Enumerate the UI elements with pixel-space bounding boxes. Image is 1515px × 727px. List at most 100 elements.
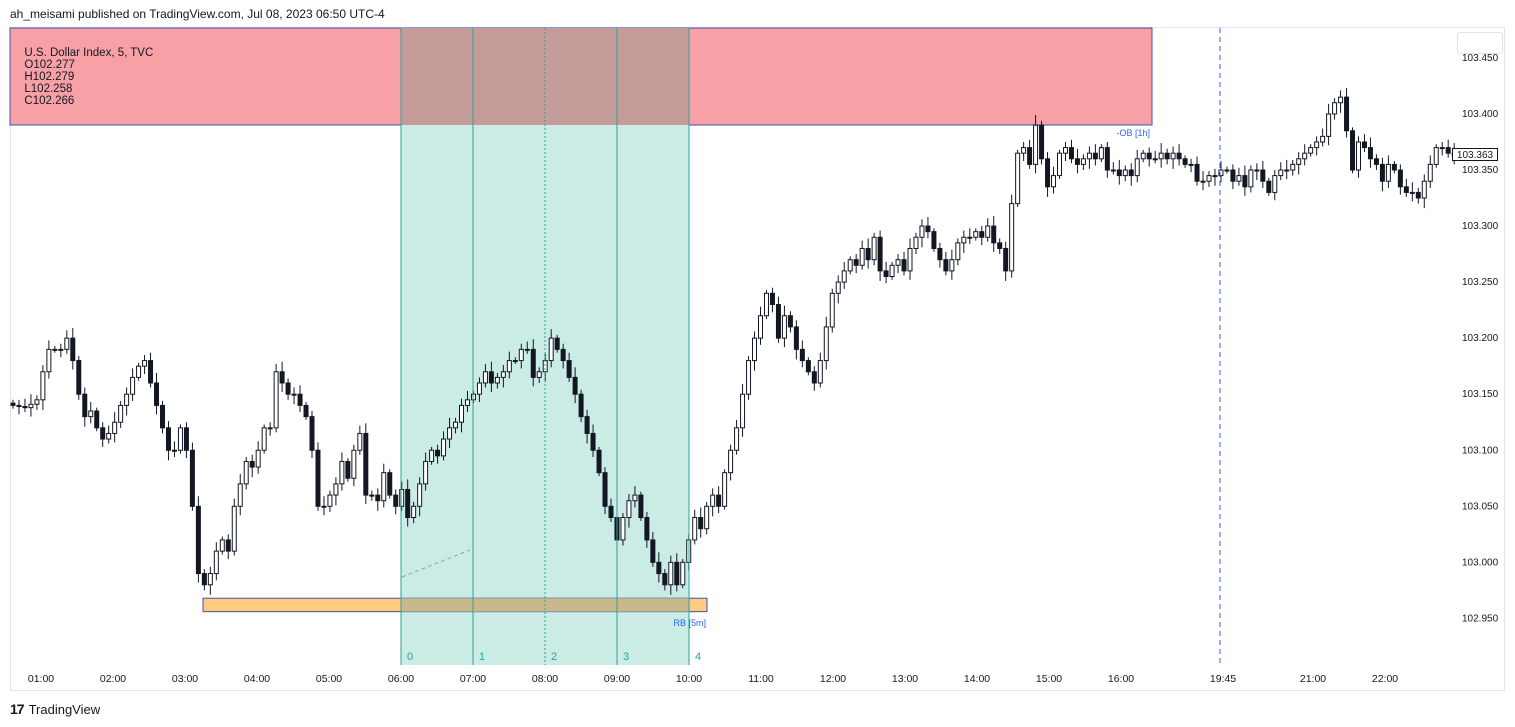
candle-body: [177, 427, 183, 451]
candle-body: [1403, 186, 1409, 193]
candle-body: [1098, 147, 1104, 160]
candle-body: [1254, 169, 1260, 172]
candle-body: [572, 376, 578, 395]
candle-body: [997, 242, 1003, 249]
x-tick-label: 14:00: [964, 673, 990, 685]
candle-body: [76, 360, 82, 395]
candle-body: [291, 393, 297, 396]
candle-body: [1445, 147, 1451, 154]
candle-body: [279, 371, 285, 384]
candle-body: [1260, 169, 1266, 182]
candle-body: [387, 472, 393, 496]
candle-body: [1248, 169, 1254, 188]
candle-body: [1439, 147, 1445, 150]
candle-body: [799, 348, 805, 362]
x-tick-label: 13:00: [892, 673, 918, 685]
candle-body: [793, 326, 799, 350]
candle-body: [1188, 163, 1194, 166]
candle-body: [566, 360, 572, 378]
candle-body: [632, 494, 638, 502]
candle-body: [411, 505, 417, 519]
candle-body: [1409, 191, 1415, 194]
candle-body: [554, 337, 560, 350]
candle-body: [1194, 163, 1200, 182]
y-tick-label: 102.950: [1462, 613, 1499, 624]
candle-body: [435, 449, 441, 457]
candle-body: [1218, 169, 1224, 177]
candle-body: [1314, 141, 1320, 149]
lines-layer: [400, 28, 1221, 665]
candle-body: [1021, 147, 1027, 154]
candle-body: [1284, 169, 1290, 172]
candle-body: [560, 348, 566, 362]
legend-close: C102.266: [24, 95, 75, 107]
x-tick-label: 02:00: [100, 673, 126, 685]
ob-label: -OB [1h]: [1116, 128, 1150, 138]
candle-body: [285, 382, 291, 395]
candle-body: [100, 427, 106, 440]
candle-body: [847, 259, 853, 272]
candle-body: [1086, 152, 1092, 160]
candle-body: [219, 539, 225, 552]
candle-body: [518, 348, 524, 362]
candle-body: [1009, 203, 1015, 272]
candle-body: [447, 427, 453, 440]
candle-body: [985, 225, 991, 238]
candles-layer: [10, 88, 1457, 595]
candle-body: [775, 304, 781, 339]
candle-body: [931, 231, 937, 249]
candle-body: [512, 360, 518, 363]
x-tick-label: 21:00: [1300, 673, 1326, 685]
candle-body: [590, 432, 596, 451]
candle-body: [154, 382, 160, 406]
candle-body: [321, 505, 327, 508]
candle-body: [787, 315, 793, 328]
candle-body: [1062, 147, 1068, 154]
candle-body: [1266, 180, 1272, 193]
candle-body: [1110, 169, 1116, 172]
candle-body: [506, 360, 512, 373]
candle-body: [273, 371, 279, 429]
candle-body: [297, 393, 303, 406]
candle-body: [423, 460, 429, 485]
candle-body: [255, 449, 261, 468]
candle-body: [1158, 152, 1164, 160]
candle-body: [758, 315, 763, 339]
candle-body: [112, 421, 118, 434]
candle-body: [734, 427, 740, 451]
candle-body: [405, 488, 411, 519]
candle-body: [1074, 158, 1080, 165]
y-tick-label: 103.050: [1462, 501, 1499, 512]
candle-body: [883, 270, 889, 277]
candle-body: [626, 500, 632, 519]
x-tick-label: 06:00: [388, 673, 414, 685]
candle-body: [608, 505, 614, 519]
zones-layer: [9, 27, 1153, 665]
candle-body: [1068, 147, 1074, 160]
zoom-control[interactable]: [1457, 32, 1503, 54]
candle-body: [1200, 180, 1206, 183]
x-tick-label: 08:00: [532, 673, 558, 685]
candle-body: [357, 432, 363, 451]
candle-body: [656, 561, 662, 575]
candle-body: [333, 483, 339, 496]
symbol-legend: U.S. Dollar Index, 5, TVC O102.277 H102.…: [18, 35, 159, 107]
candle-body: [841, 270, 847, 283]
footer: 17 TradingView: [10, 701, 100, 717]
y-tick-label: 103.100: [1462, 445, 1499, 456]
candle-body: [10, 402, 16, 406]
candle-body: [1344, 96, 1350, 132]
candle-body: [303, 404, 309, 418]
candle-body: [363, 432, 369, 496]
candle-body: [1128, 169, 1134, 177]
candle-body: [871, 236, 877, 261]
candle-body: [189, 449, 195, 507]
candle-body: [1027, 147, 1033, 165]
candle-body: [763, 292, 769, 317]
candle-body: [1272, 175, 1278, 193]
candle-body: [1338, 96, 1344, 104]
session-label: 3: [623, 651, 629, 663]
candle-body: [805, 360, 811, 373]
candle-body: [1152, 158, 1158, 161]
